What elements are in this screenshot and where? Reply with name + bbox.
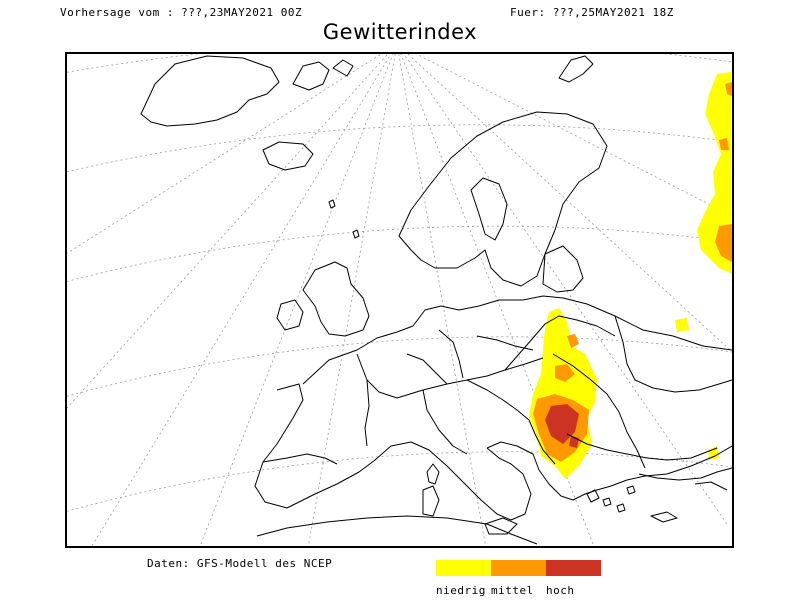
legend-swatch-high	[546, 560, 601, 576]
data-source-label: Daten: GFS-Modell des NCEP	[147, 557, 333, 570]
legend-label-medium: mittel	[491, 584, 534, 597]
legend-swatch-low	[436, 560, 491, 576]
europe-map	[67, 54, 732, 546]
storm-index-fields	[529, 72, 732, 479]
valid-time-label: Fuer: ???,25MAY2021 18Z	[510, 6, 674, 19]
graticule	[67, 54, 732, 546]
legend-label-high: hoch	[546, 584, 575, 597]
legend-swatch-medium	[491, 560, 546, 576]
forecast-run-label: Vorhersage vom : ???,23MAY2021 00Z	[60, 6, 303, 19]
map-title: Gewitterindex	[322, 20, 478, 44]
map-frame	[65, 52, 734, 548]
legend-label-low: niedrig	[436, 584, 486, 597]
land-outlines	[140, 55, 732, 545]
